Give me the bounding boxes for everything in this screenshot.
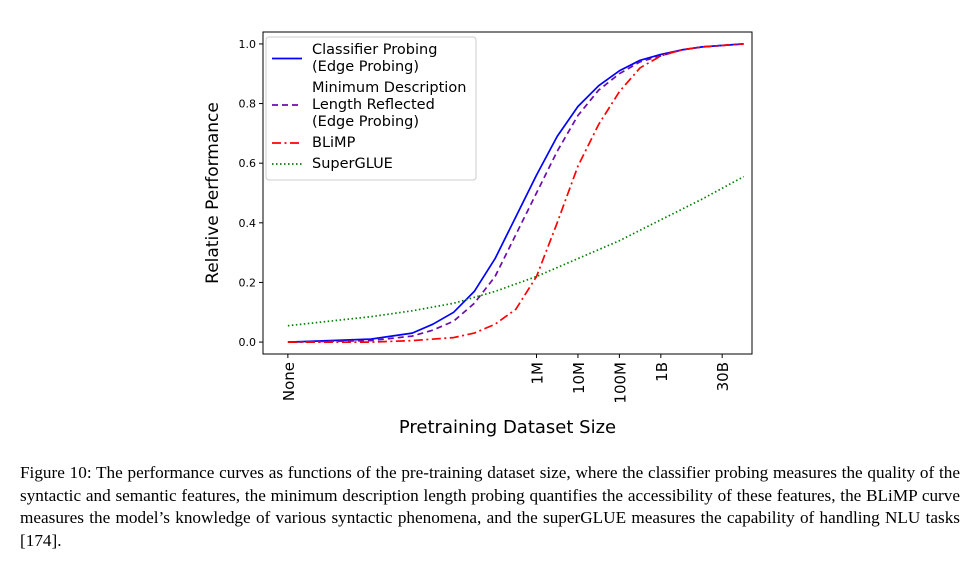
x-tick-label: 1B [653, 362, 671, 382]
y-tick-label: 0.0 [239, 336, 257, 349]
y-tick-label: 0.8 [239, 98, 257, 111]
x-tick-label: 10M [570, 362, 588, 394]
y-tick-label: 0.6 [239, 157, 257, 170]
performance-chart: 0.0 0.2 0.4 0.6 0.8 1.0 None 1M 10M 100M 1B 30B Rela… [203, 31, 753, 438]
y-axis-label: Relative Performance [203, 102, 223, 284]
x-axis-label: Pretraining Dataset Size [399, 417, 616, 438]
plot-frame [262, 31, 753, 355]
legend-label: BLiMP [312, 135, 356, 151]
series-line-3 [287, 175, 745, 327]
legend-label: Length Reflected [312, 97, 435, 113]
legend-label: (Edge Probing) [312, 59, 419, 75]
chart-svg: 0.0 0.2 0.4 0.6 0.8 1.0 None 1M 10M 100M 1B 30B Rela… [203, 31, 753, 438]
legend-label: SuperGLUE [312, 156, 393, 172]
x-tick-label: None [280, 362, 298, 401]
series-line-2 [287, 43, 744, 343]
y-tick-label: 0.2 [239, 276, 257, 289]
x-tick-label: 30B [714, 362, 732, 391]
y-tick-label: 1.0 [239, 38, 257, 51]
x-tick-label: 1M [529, 362, 547, 385]
y-tick-label: 0.4 [239, 217, 257, 230]
figure-caption: Figure 10: The performance curves as fun… [20, 463, 960, 550]
legend-box [265, 36, 477, 181]
legend-label: Minimum Description [312, 80, 466, 96]
legend-label: (Edge Probing) [312, 114, 419, 130]
x-tick-label: 100M [611, 362, 629, 404]
legend-label: Classifier Probing [312, 42, 437, 58]
